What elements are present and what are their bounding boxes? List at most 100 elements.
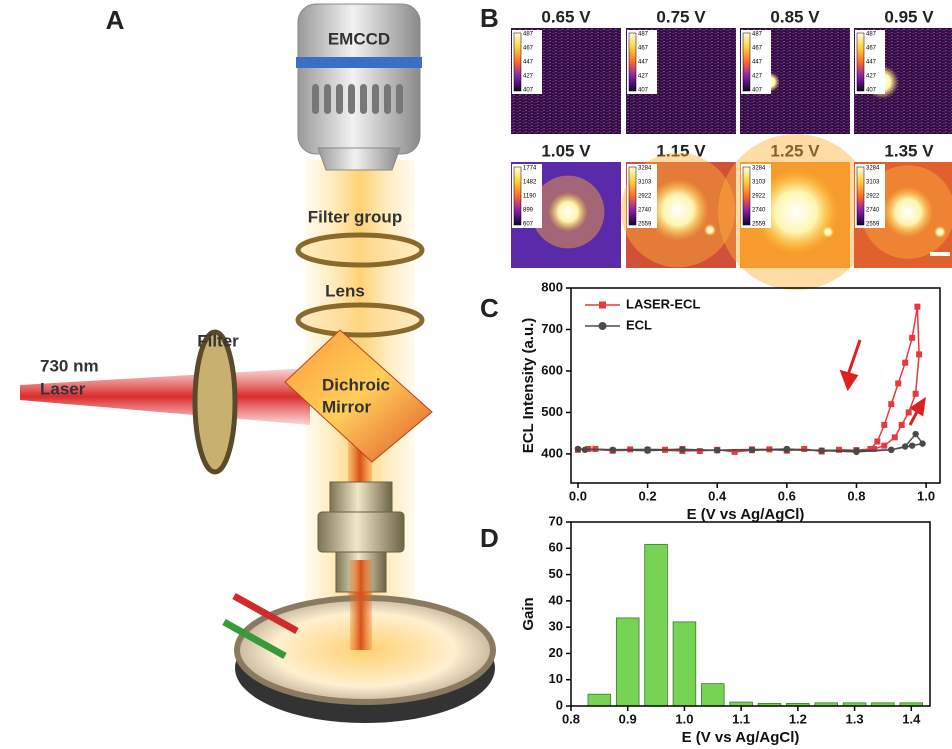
colorbar-tick: 487 (752, 32, 763, 38)
colorbar-tick: 467 (638, 46, 649, 52)
setup-diagram: EMCCD Filter group Lens Filter 730 nm La… (20, 3, 496, 723)
marker (919, 440, 926, 447)
voltage-label: 0.75 V (656, 7, 706, 26)
electrode (232, 592, 299, 635)
plot-frame (570, 521, 931, 707)
marker (818, 447, 825, 454)
colorbar-tick: 407 (523, 88, 534, 94)
legend-label: ECL (626, 317, 652, 332)
colorbar-tick: 447 (638, 60, 649, 66)
y-tick-label: 10 (549, 671, 563, 686)
panel-label: A (106, 5, 125, 35)
marker (908, 442, 916, 449)
colorbar-tick: 3103 (752, 180, 766, 186)
bar (701, 683, 725, 707)
y-axis-label: Gain (520, 597, 537, 630)
voltage-label: 0.95 V (884, 7, 934, 26)
bar (644, 543, 668, 707)
scale-bar (930, 252, 950, 256)
electrode (222, 618, 287, 660)
x-tick-label: 0.0 (569, 488, 587, 503)
x-tick-label: 1.0 (917, 488, 935, 503)
bright-spot (882, 186, 934, 238)
panel-label: C (480, 293, 499, 323)
y-tick-label: 50 (549, 566, 563, 581)
colorbar-tick: 2559 (638, 222, 652, 228)
x-axis-label: E (V vs Ag/AgCl) (682, 729, 800, 746)
colorbar-tick: 467 (752, 46, 763, 52)
filter-group-label: Filter group (308, 207, 402, 226)
bar (615, 617, 640, 707)
x-tick-label: 0.9 (619, 711, 637, 726)
voltage-label: 0.65 V (541, 7, 591, 26)
colorbar-tick: 487 (523, 32, 534, 38)
dichroic-mirror (284, 329, 433, 463)
marker (581, 446, 589, 454)
colorbar-tick: 1774 (523, 166, 537, 172)
marker (783, 446, 791, 454)
lens-label: Lens (325, 281, 365, 300)
colorbar (742, 166, 751, 226)
colorbar-tick: 467 (866, 46, 877, 52)
colorbar-tick: 2922 (638, 194, 652, 200)
lens (295, 302, 425, 338)
colorbar (513, 166, 522, 226)
marker (748, 446, 756, 454)
colorbar-tick: 2740 (638, 208, 652, 214)
colorbar-tick: 3284 (752, 166, 766, 172)
bar (672, 621, 697, 707)
laser-label: 730 nm (40, 356, 99, 375)
voltage-label: 1.25 V (770, 141, 820, 160)
marker (696, 448, 703, 455)
marker (881, 442, 888, 449)
legend-marker (598, 322, 607, 330)
filter-group (295, 232, 425, 268)
colorbar-tick: 2559 (752, 222, 766, 228)
objective (329, 481, 393, 513)
colorbar-tick: 1190 (523, 194, 537, 200)
bright-spot (548, 192, 588, 232)
colorbar-tick: 407 (866, 88, 877, 94)
mirror-label: Mirror (322, 397, 372, 416)
y-tick-label: 30 (549, 619, 563, 634)
laser-beam (20, 368, 310, 425)
camera-nose (317, 147, 401, 171)
x-tick-label: 1.1 (732, 711, 750, 726)
voltage-label: 1.15 V (656, 141, 706, 160)
camera (297, 3, 421, 155)
colorbar-tick: 447 (523, 60, 534, 66)
marker (867, 445, 874, 452)
camera-slots (312, 84, 403, 114)
y-tick-label: 20 (549, 645, 563, 660)
colorbar-tick: 427 (752, 74, 763, 80)
marker (902, 359, 909, 366)
marker (895, 380, 902, 387)
marker (644, 446, 651, 453)
panel-label: B (480, 3, 499, 33)
colorbar-tick: 1482 (523, 180, 537, 186)
colorbar-tick: 447 (866, 60, 877, 66)
marker (609, 446, 616, 454)
bright-spot (754, 170, 838, 254)
colorbar (513, 32, 522, 92)
marker (914, 303, 921, 310)
colorbar-tick: 427 (866, 74, 877, 80)
colorbar (628, 32, 637, 92)
marker (731, 448, 738, 455)
y-tick-label: 70 (549, 513, 563, 528)
marker (679, 446, 686, 453)
colorbar-tick: 3103 (638, 180, 652, 186)
colorbar-tick: 607 (523, 222, 534, 228)
y-tick-label: 400 (541, 445, 563, 460)
colorbar-tick: 487 (638, 32, 649, 38)
marker (874, 438, 881, 445)
bright-spot (934, 226, 946, 238)
bar (587, 693, 612, 707)
colorbar-tick: 3103 (866, 180, 880, 186)
x-tick-label: 0.6 (778, 488, 796, 503)
marker (901, 443, 909, 450)
series-line (577, 432, 924, 453)
marker (909, 334, 916, 341)
x-tick-label: 1.0 (675, 711, 693, 726)
